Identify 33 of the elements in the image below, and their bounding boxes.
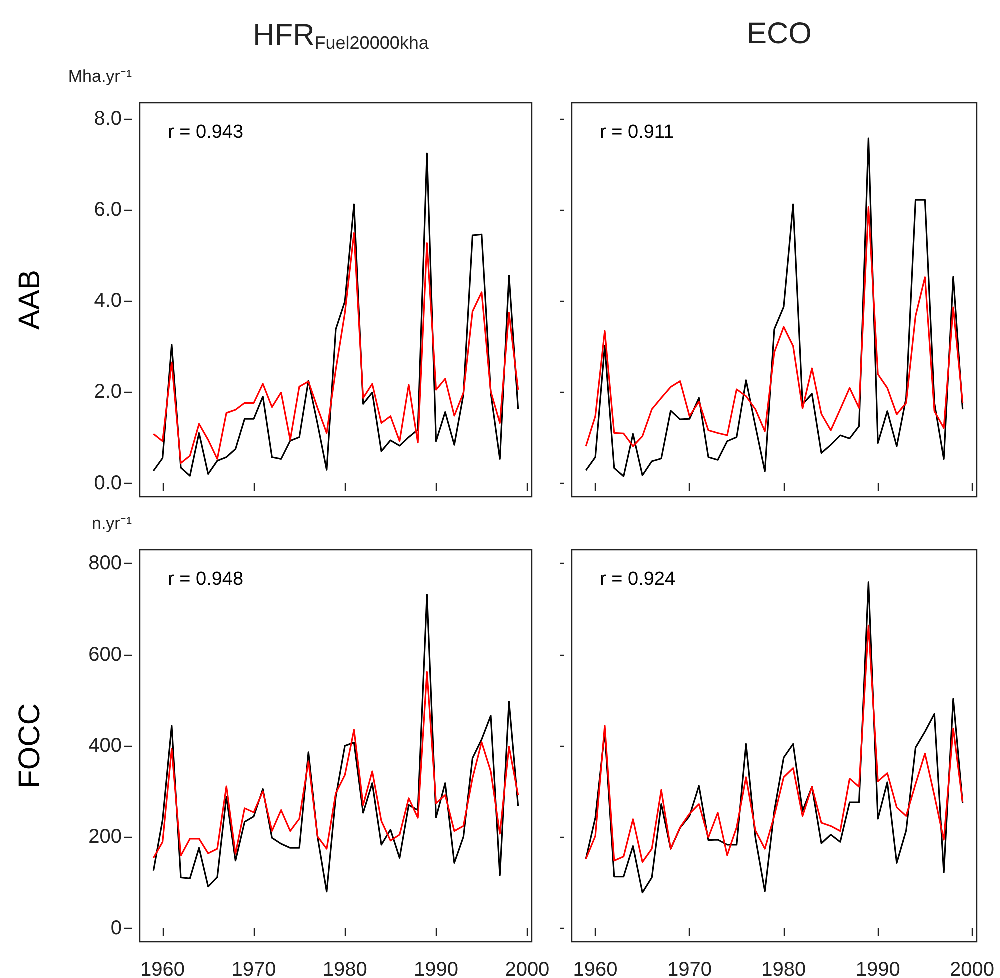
y-tick-label: 600 (88, 644, 122, 666)
y-tick-label: 4.0 (94, 290, 122, 312)
y-tick-label: 800 (88, 552, 122, 575)
x-tick-label: 1990 (414, 959, 459, 978)
y-tick-label: 2.0 (94, 381, 122, 404)
line-series (152, 671, 520, 859)
y-axis-title: n.yr⁻¹ (92, 514, 132, 533)
x-tick-label: 2000 (505, 959, 550, 978)
x-tick-label: 2000 (950, 959, 995, 978)
y-tick-label: 8.0 (94, 108, 122, 130)
y-tick-label: 0.0 (94, 472, 122, 494)
annotation: r = 0.943 (168, 122, 244, 143)
x-tick-label: 1970 (232, 959, 276, 978)
y-tick-label: 400 (88, 735, 122, 757)
line-series (152, 594, 520, 893)
y-tick-label: 0 (110, 917, 122, 940)
text: FOCC (14, 704, 46, 788)
line-series (152, 152, 520, 477)
annotation: r = 0.911 (600, 122, 674, 143)
x-tick-label: 1980 (322, 959, 368, 978)
text: AAB (14, 270, 46, 330)
annotation: r = 0.948 (168, 569, 244, 590)
x-tick-label: 1980 (762, 959, 806, 978)
x-tick-label: 1970 (667, 959, 712, 978)
chart-title: ECO (746, 18, 812, 50)
y-tick-label: 200 (88, 826, 122, 848)
x-tick-label: 1990 (856, 959, 900, 978)
x-tick-label: 1960 (140, 959, 186, 978)
y-tick-label: 6.0 (94, 199, 122, 222)
line-series (152, 232, 520, 464)
y-axis-title: Mha.yr⁻¹ (68, 67, 132, 86)
x-tick-label: 1960 (573, 959, 618, 978)
annotation: r = 0.924 (600, 569, 676, 590)
